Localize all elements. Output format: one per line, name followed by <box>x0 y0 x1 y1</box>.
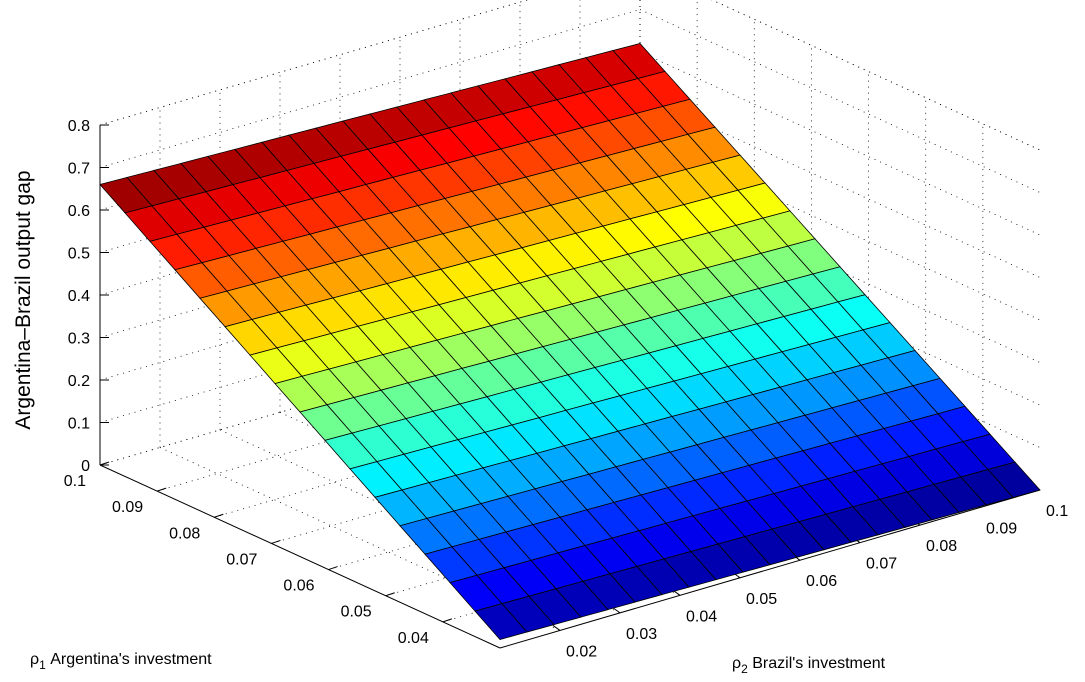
rho2-tick-label: 0.04 <box>686 608 717 625</box>
surface-layer <box>99 43 1041 640</box>
rho2-tick <box>612 607 621 614</box>
grid-line-z <box>99 9 641 168</box>
rho1-tick <box>271 539 281 544</box>
rho1-tick-label: 0.06 <box>283 578 314 595</box>
rho1-tick-label: 0.05 <box>341 604 372 621</box>
rho1-tick-label: 0.1 <box>64 473 86 490</box>
surface-patch <box>987 461 1041 498</box>
tick-labels: 00.10.20.30.40.50.60.70.80.040.050.060.0… <box>64 118 1069 660</box>
rho1-tick <box>385 592 395 597</box>
rho1-tick-label: 0.07 <box>226 551 257 568</box>
z-tick-label: 0.5 <box>68 246 90 263</box>
z-tick-label: 0.1 <box>68 416 90 433</box>
rho1-tick-label: 0.09 <box>112 499 143 516</box>
rho2-tick-label: 0.05 <box>746 591 777 608</box>
z-tick-label: 0.8 <box>68 118 90 135</box>
top-edge <box>711 0 1041 151</box>
rho1-tick <box>214 513 224 518</box>
rho2-tick-label: 0.08 <box>926 538 957 555</box>
rho1-tick <box>328 566 338 571</box>
rho1-tick <box>156 487 167 492</box>
z-tick-label: 0.3 <box>68 331 90 348</box>
grid-line-z <box>639 221 1041 406</box>
rho2-tick <box>552 625 561 631</box>
z-tick-label: 0 <box>81 458 90 475</box>
rho1-tick <box>99 461 110 466</box>
rho2-tick-label: 0.02 <box>566 643 597 660</box>
rho2-axis-title: ρ2 Brazil's investment <box>732 655 886 676</box>
rho1-tick-label: 0.04 <box>398 630 429 647</box>
rho1-tick-label: 0.08 <box>169 525 200 542</box>
z-tick-label: 0.7 <box>68 161 90 178</box>
rho2-tick-label: 0.06 <box>806 573 837 590</box>
z-tick-label: 0.4 <box>68 288 90 305</box>
grid-line-z <box>639 136 1041 321</box>
z-tick-label: 0.6 <box>68 203 90 220</box>
rho1-axis-title: ρ1 Argentina's investment <box>30 651 212 672</box>
rho2-tick-label: 0.07 <box>866 556 897 573</box>
rho1-tick <box>442 618 453 623</box>
grid-line-z <box>639 94 1041 278</box>
rho2-tick-label: 0.03 <box>626 626 657 643</box>
grid-line-z <box>639 9 1041 193</box>
rho2-tick-label: 0.1 <box>1046 503 1068 520</box>
rho2-axis-line <box>499 489 1041 649</box>
rho2-tick-label: 0.09 <box>986 521 1017 538</box>
grid-line-z <box>639 179 1041 363</box>
grid-line-z <box>639 51 1041 236</box>
rho1-axis-line <box>99 464 501 649</box>
z-axis-title: Argentina–Brazil output gap <box>12 170 35 429</box>
z-tick-label: 0.2 <box>68 373 90 390</box>
